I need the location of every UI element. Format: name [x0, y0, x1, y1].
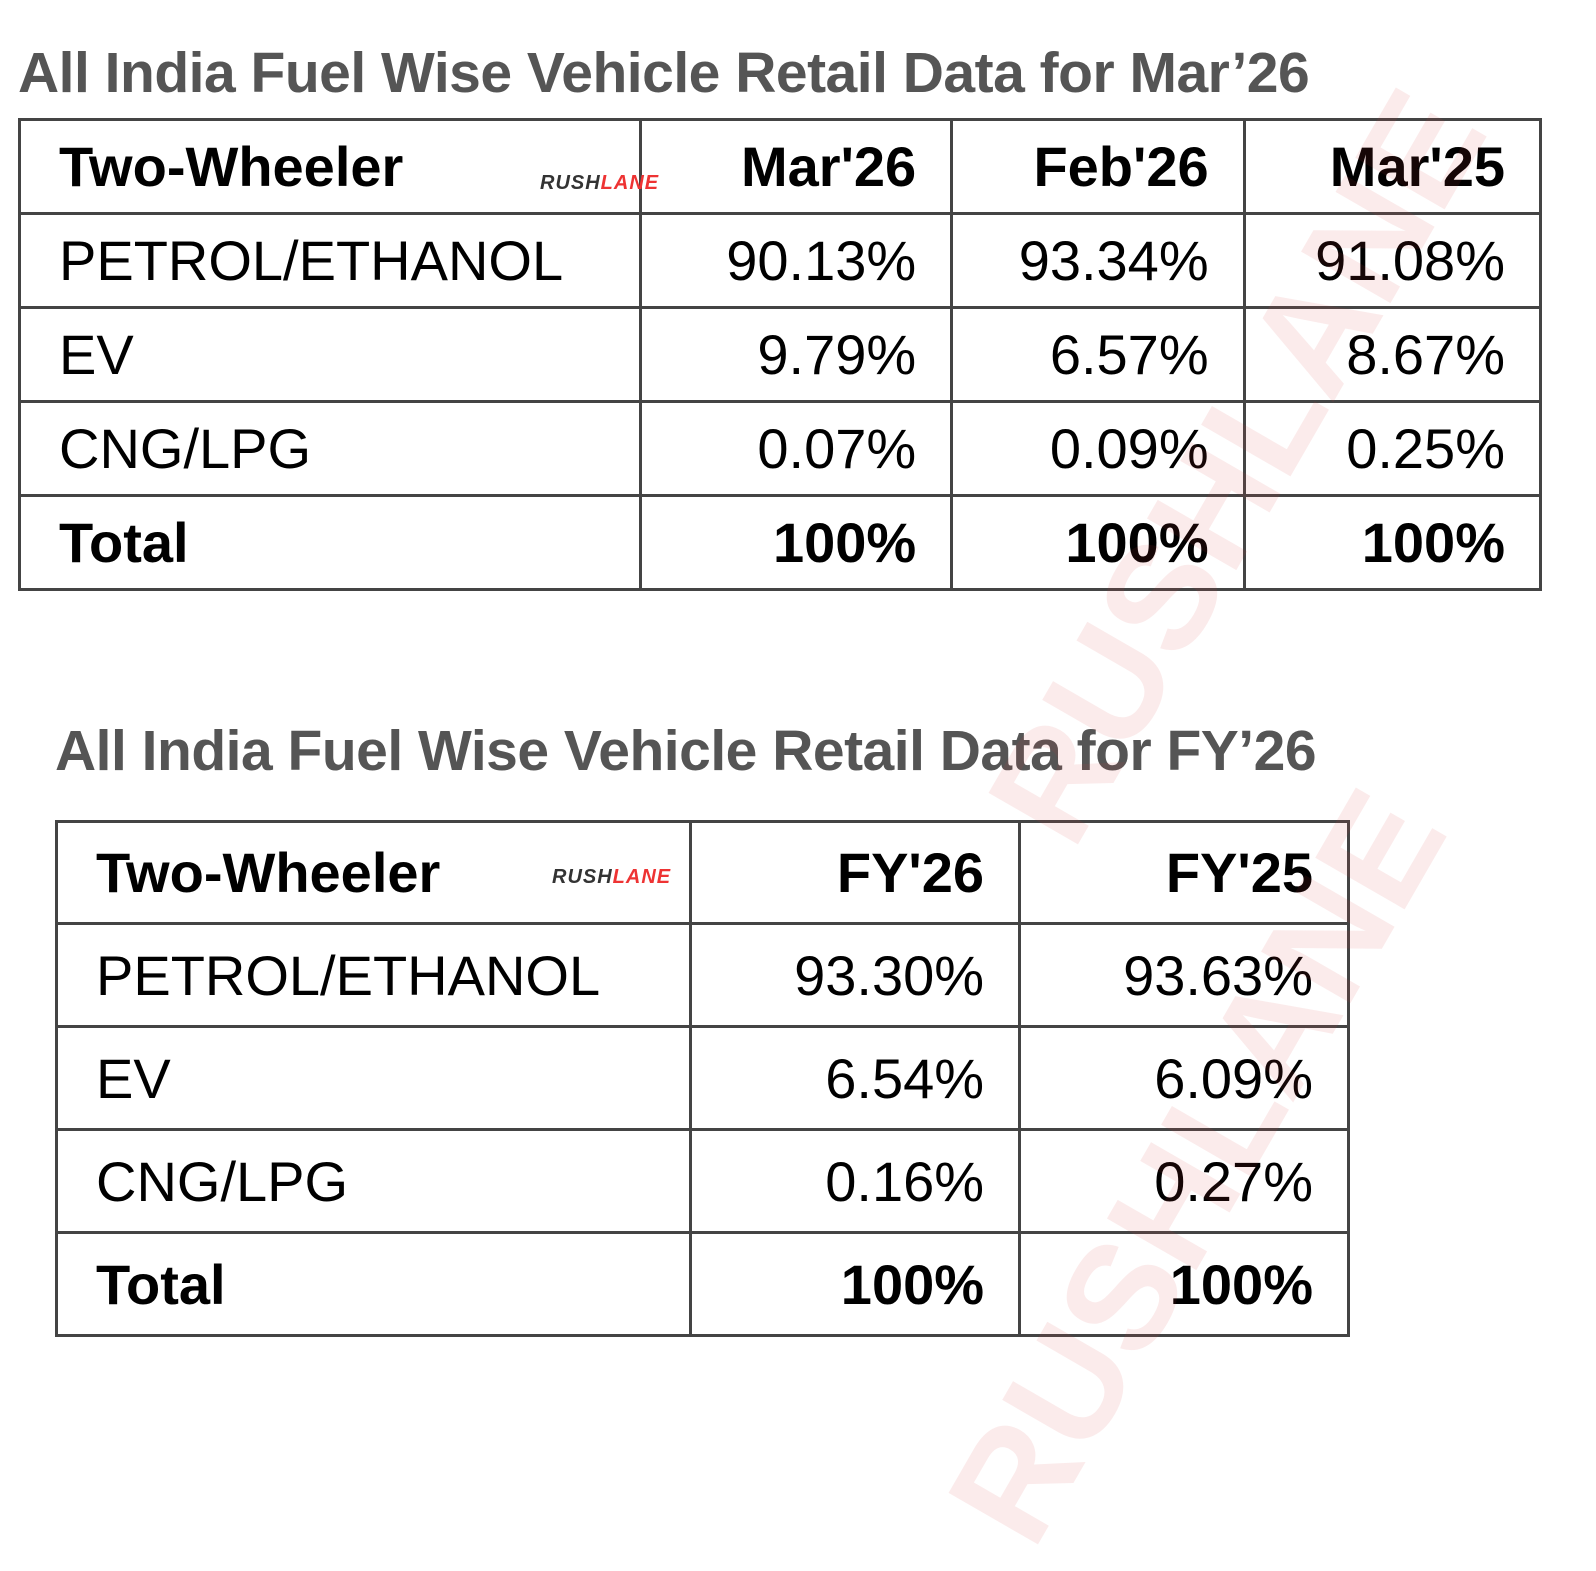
cell: 0.25% — [1242, 400, 1543, 497]
table1-header-row: Two-Wheeler Mar'26 Feb'26 Mar'25 — [17, 118, 1543, 215]
cell: 100% — [639, 494, 954, 591]
table2: Two-Wheeler FY'26 FY'25 PETROL/ETHANOL 9… — [54, 820, 1350, 1337]
row-label: CNG/LPG — [17, 400, 643, 497]
row-label: PETROL/ETHANOL — [54, 922, 693, 1028]
cell: 100% — [950, 494, 1246, 591]
cell: 6.57% — [950, 306, 1246, 403]
header-cell: Two-Wheeler — [17, 118, 643, 215]
table-row: EV 9.79% 6.57% 8.67% — [17, 306, 1543, 403]
cell: 90.13% — [639, 212, 954, 309]
table-row: CNG/LPG 0.07% 0.09% 0.25% — [17, 400, 1543, 497]
table-row: PETROL/ETHANOL 93.30% 93.63% — [54, 922, 1350, 1028]
header-cell: FY'25 — [1018, 820, 1350, 925]
rushlane-logo: RUSHLANE — [540, 172, 660, 194]
cell: 91.08% — [1242, 212, 1543, 309]
row-label: PETROL/ETHANOL — [17, 212, 643, 309]
total-row: Total 100% 100% — [54, 1231, 1350, 1337]
cell: 100% — [1018, 1231, 1350, 1337]
rushlane-logo: RUSHLANE — [552, 866, 672, 888]
cell: 9.79% — [639, 306, 954, 403]
cell: 0.27% — [1018, 1128, 1350, 1234]
row-label: EV — [17, 306, 643, 403]
cell: 8.67% — [1242, 306, 1543, 403]
header-cell: Mar'25 — [1242, 118, 1543, 215]
table2-header-row: Two-Wheeler FY'26 FY'25 — [54, 820, 1350, 925]
header-cell: Feb'26 — [950, 118, 1246, 215]
cell: 93.63% — [1018, 922, 1350, 1028]
cell: 93.34% — [950, 212, 1246, 309]
header-cell: FY'26 — [689, 820, 1022, 925]
row-label: Total — [17, 494, 643, 591]
cell: 93.30% — [689, 922, 1022, 1028]
table-row: PETROL/ETHANOL 90.13% 93.34% 91.08% — [17, 212, 1543, 309]
row-label: CNG/LPG — [54, 1128, 693, 1234]
total-row: Total 100% 100% 100% — [17, 494, 1543, 591]
table-row: CNG/LPG 0.16% 0.27% — [54, 1128, 1350, 1234]
table1-title: All India Fuel Wise Vehicle Retail Data … — [18, 41, 1310, 105]
table-row: EV 6.54% 6.09% — [54, 1025, 1350, 1131]
cell: 0.09% — [950, 400, 1246, 497]
row-label: Total — [54, 1231, 693, 1337]
header-cell: Mar'26 — [639, 118, 954, 215]
cell: 0.16% — [689, 1128, 1022, 1234]
table1: Two-Wheeler Mar'26 Feb'26 Mar'25 PETROL/… — [17, 118, 1543, 591]
cell: 100% — [1242, 494, 1543, 591]
table2-title: All India Fuel Wise Vehicle Retail Data … — [55, 719, 1317, 783]
row-label: EV — [54, 1025, 693, 1131]
header-cell: Two-Wheeler — [54, 820, 693, 925]
cell: 0.07% — [639, 400, 954, 497]
cell: 100% — [689, 1231, 1022, 1337]
cell: 6.54% — [689, 1025, 1022, 1131]
cell: 6.09% — [1018, 1025, 1350, 1131]
